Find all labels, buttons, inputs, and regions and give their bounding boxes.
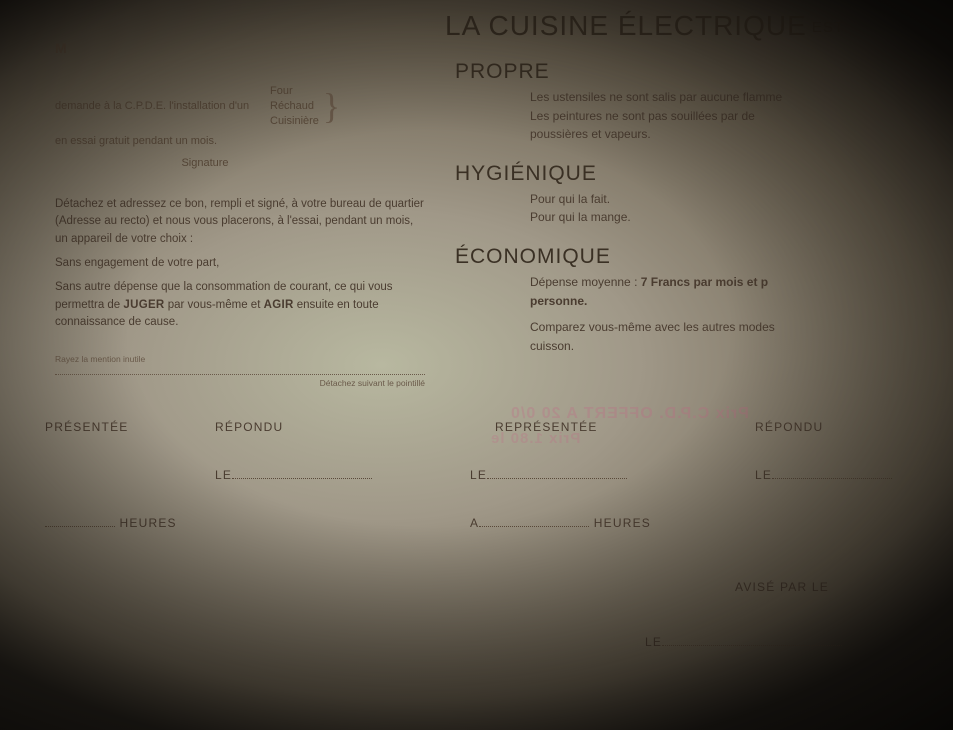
section-hygienique-head: HYGIÉNIQUE <box>455 162 935 186</box>
section-propre-head: PROPRE <box>455 60 935 84</box>
option-cuisiniere: Cuisinière <box>270 114 319 129</box>
option-four: Four <box>270 84 319 99</box>
detach-note: Détachez suivant le pointillé <box>55 378 425 388</box>
section-propre-body: Les ustensiles ne sont salis par aucune … <box>530 88 935 144</box>
section-economique-head: ÉCONOMIQUE <box>455 245 935 269</box>
main-title: LA CUISINE ÉLECTRIQUE EST <box>445 10 935 42</box>
right-column: LA CUISINE ÉLECTRIQUE EST PROPRE Les ust… <box>445 10 935 355</box>
label-repondu-2: RÉPONDU <box>755 420 823 434</box>
option-rechaud: Réchaud <box>270 99 319 114</box>
section-economique-body: Dépense moyenne : 7 Francs par mois et p… <box>530 273 935 355</box>
field-m-label: M <box>55 40 425 56</box>
tear-line <box>55 374 425 375</box>
label-heures-1: HEURES <box>45 516 177 530</box>
field-a-heures[interactable] <box>479 518 589 527</box>
field-le-2[interactable] <box>487 470 627 479</box>
label-presentee: PRÉSENTÉE <box>45 420 129 434</box>
label-le-4: LE <box>645 635 842 649</box>
bullet-1: Sans engagement de votre part, <box>55 255 425 273</box>
section-hygienique-body: Pour qui la fait. Pour qui la mange. <box>530 190 935 227</box>
appliance-options: Four Réchaud Cuisinière <box>270 84 319 129</box>
label-representee: REPRÉSENTÉE <box>495 420 598 434</box>
request-text: demande à la C.P.D.E. l'installation d'u… <box>55 98 270 115</box>
rayez-note: Rayez la mention inutile <box>55 354 425 364</box>
label-a-heures: A HEURES <box>470 516 651 530</box>
label-le-3: LE <box>755 468 892 482</box>
brace-icon: } <box>323 94 340 119</box>
field-le-4[interactable] <box>662 637 842 646</box>
request-block: demande à la C.P.D.E. l'installation d'u… <box>55 84 425 172</box>
field-le-1[interactable] <box>232 470 372 479</box>
bullet-2: Sans autre dépense que la consommation d… <box>55 279 425 332</box>
field-heures-1[interactable] <box>45 518 115 527</box>
document-paper: M demande à la C.P.D.E. l'installation d… <box>0 0 953 730</box>
instructions-para: Détachez et adressez ce bon, rempli et s… <box>55 196 425 333</box>
left-column: M demande à la C.P.D.E. l'installation d… <box>55 40 425 388</box>
trial-text: en essai gratuit pendant un mois. <box>55 133 425 150</box>
label-le-2: LE <box>470 468 627 482</box>
signature-label: Signature <box>55 155 355 172</box>
field-le-3[interactable] <box>772 470 892 479</box>
label-le-1: LE <box>215 468 372 482</box>
label-avise: AVISÉ PAR LE <box>735 580 829 594</box>
para1-text: Détachez et adressez ce bon, rempli et s… <box>55 198 424 246</box>
label-repondu-1: RÉPONDU <box>215 420 283 434</box>
